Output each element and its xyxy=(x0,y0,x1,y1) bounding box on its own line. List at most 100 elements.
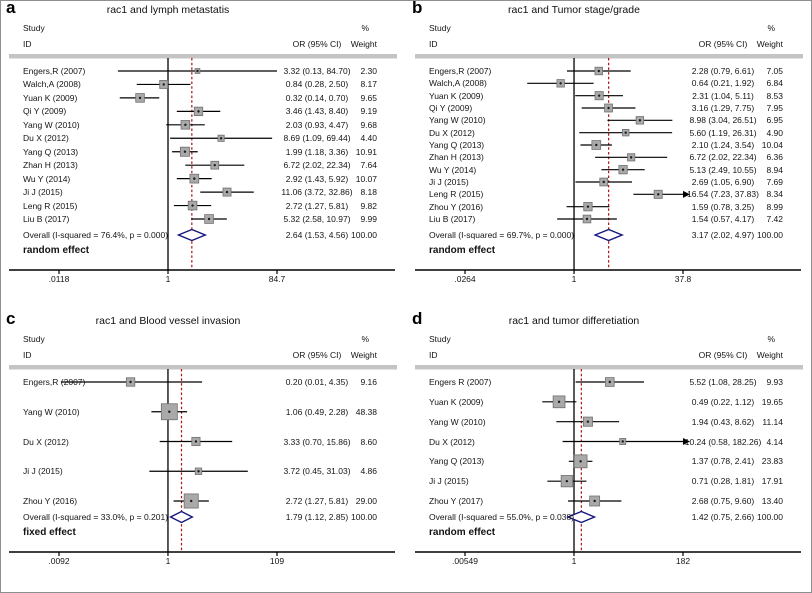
panel-label: a xyxy=(6,0,16,17)
col-header-study: Study xyxy=(23,333,45,344)
study-or-ci: 2.68 (0.75, 9.60) xyxy=(691,495,755,506)
overall-diamond xyxy=(566,510,597,524)
study-weight: 6.84 xyxy=(766,78,783,89)
effect-point xyxy=(138,96,142,100)
panel-d: d rac1 and tumor differetiation% Study ID OR… xyxy=(407,309,811,592)
study-or-ci: 1.59 (0.78, 3.25) xyxy=(691,201,755,212)
effect-point xyxy=(191,204,194,207)
col-header-study: Study xyxy=(23,22,45,33)
study-weight: 48.38 xyxy=(355,406,377,417)
study-weight: 9.99 xyxy=(360,213,377,224)
study-id: Yang Q (2013) xyxy=(23,146,79,157)
study-weight: 6.95 xyxy=(766,115,783,126)
overall-label: Overall (I-squared = 76.4%, p = 0.000) xyxy=(23,229,169,240)
col-header-or: OR (95% CI) xyxy=(698,38,748,49)
forest-canvas-d xyxy=(415,365,803,556)
effect-point xyxy=(608,380,611,384)
study-or-ci: 3.32 (0.13, 84.70) xyxy=(283,65,351,76)
study-or-ci: 1.54 (0.57, 4.17) xyxy=(691,213,755,224)
study-or-ci: 3.72 (0.45, 31.03) xyxy=(283,466,351,476)
study-or-ci: 1.37 (0.78, 2.41) xyxy=(691,456,755,467)
study-weight: 9.68 xyxy=(360,119,377,130)
effect-point xyxy=(579,460,582,463)
overall-or-ci: 2.64 (1.53, 4.56) xyxy=(285,229,349,240)
effect-point xyxy=(595,143,598,147)
overall-or-ci: 3.17 (2.02, 4.97) xyxy=(691,229,755,240)
study-weight: 7.64 xyxy=(360,159,377,170)
overall-or-ci: 1.79 (1.12, 2.85) xyxy=(285,511,349,522)
panel-b: b rac1 and Tumor stage/grade% Study ID OR (9… xyxy=(407,1,811,312)
study-id: Leng R (2015) xyxy=(23,200,78,211)
x-tick-label: 1 xyxy=(165,555,171,566)
study-id: Qi Y (2009) xyxy=(429,102,473,113)
study-weight: 4.86 xyxy=(360,466,377,476)
effect-point xyxy=(607,106,610,110)
study-or-ci: 5.32 (2.58, 10.97) xyxy=(283,213,351,224)
effect-point xyxy=(597,94,601,97)
header-rule xyxy=(415,54,803,59)
study-weight: 8.17 xyxy=(360,79,377,90)
study-id: Engers,R (2007) xyxy=(23,376,86,387)
study-weight: 7.42 xyxy=(766,213,783,224)
x-tick-label: 37.8 xyxy=(674,273,692,284)
overall-label: Overall (I-squared = 33.0%, p = 0.201) xyxy=(23,511,169,522)
x-tick-label: 1 xyxy=(571,273,577,284)
study-id: Zhan H (2013) xyxy=(23,159,78,170)
effect-point xyxy=(621,168,625,171)
effect-point xyxy=(190,499,193,503)
panel-title: rac1 and tumor differetiation xyxy=(508,315,640,327)
effect-point xyxy=(621,440,624,443)
study-or-ci: 2.10 (1.24, 3.54) xyxy=(691,139,755,150)
study-id: Du X (2012) xyxy=(429,436,475,447)
x-tick-label: .0092 xyxy=(48,555,70,566)
effect-point xyxy=(602,180,605,184)
study-or-ci: 0.20 (0.01, 4.35) xyxy=(285,376,349,387)
effect-point xyxy=(193,177,196,180)
ci-arrow-right xyxy=(683,190,690,198)
study-id: Yuan K (2009) xyxy=(429,396,484,407)
overall-label: Overall (I-squared = 69.7%, p = 0.000) xyxy=(429,229,575,240)
study-id: Zhou Y (2016) xyxy=(429,201,484,212)
col-header-weight: Weight xyxy=(756,38,783,49)
effect-point xyxy=(194,440,198,443)
effect-point xyxy=(638,119,642,122)
overall-weight: 100.00 xyxy=(757,229,783,240)
study-or-ci: 5.13 (2.49, 10.55) xyxy=(689,164,757,175)
study-or-ci: 0.64 (0.21, 1.92) xyxy=(691,78,755,89)
study-id: Walch,A (2008) xyxy=(23,79,81,90)
study-or-ci: 2.03 (0.93, 4.47) xyxy=(285,119,349,130)
study-id: Yang W (2010) xyxy=(23,119,80,130)
ci-arrow-right xyxy=(683,438,690,445)
study-id: Yang W (2010) xyxy=(23,406,80,417)
effect-model-label: random effect xyxy=(429,245,496,256)
effect-model-label: random effect xyxy=(429,527,496,538)
study-id: Walch,A (2008) xyxy=(429,78,487,89)
study-or-ci: 0.49 (0.22, 1.12) xyxy=(691,396,755,407)
panel-label: d xyxy=(412,309,423,328)
study-weight: 8.53 xyxy=(766,90,783,101)
col-header-id: ID xyxy=(23,38,32,49)
effect-point xyxy=(585,217,589,221)
study-or-ci: 3.46 (1.43, 8.40) xyxy=(285,106,349,117)
col-header-percent: % xyxy=(767,22,775,33)
study-id: Engers,R (2007) xyxy=(429,65,492,76)
col-header-weight: Weight xyxy=(350,38,377,49)
study-id: Yang Q (2013) xyxy=(429,456,485,467)
effect-point xyxy=(225,190,229,194)
col-header-percent: % xyxy=(767,333,775,344)
study-or-ci: 8.98 (3.04, 26.51) xyxy=(689,115,757,126)
x-tick-label: .00549 xyxy=(452,555,478,566)
study-weight: 10.04 xyxy=(761,139,783,150)
effect-point xyxy=(184,123,187,127)
study-or-ci: 8.69 (1.09, 69.44) xyxy=(283,133,351,144)
study-or-ci: 1.99 (1.18, 3.36) xyxy=(285,146,349,157)
col-header-study: Study xyxy=(429,22,451,33)
overall-or-ci: 1.42 (0.75, 2.66) xyxy=(691,511,755,522)
study-weight: 9.93 xyxy=(766,376,783,387)
study-or-ci: 2.72 (1.27, 5.81) xyxy=(285,495,349,506)
overall-weight: 100.00 xyxy=(757,511,783,522)
overall-diamond xyxy=(169,510,194,524)
study-weight: 6.36 xyxy=(766,152,783,163)
effect-point xyxy=(565,479,569,483)
col-header-id: ID xyxy=(429,38,438,49)
